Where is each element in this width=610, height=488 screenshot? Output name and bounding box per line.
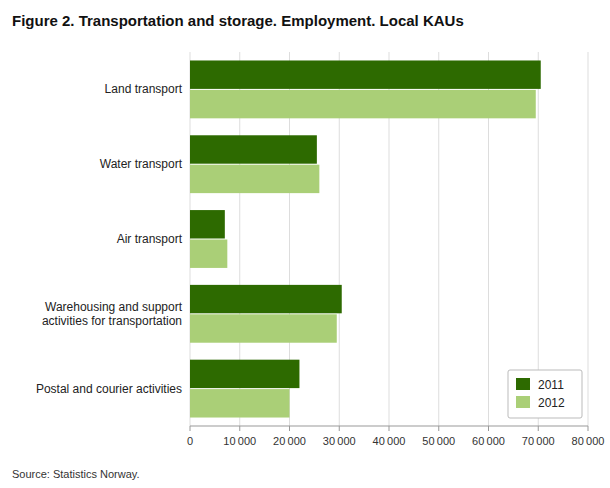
axis-line bbox=[190, 426, 588, 427]
category-label-line: Air transport bbox=[117, 232, 183, 246]
legend: 2011 2012 bbox=[508, 370, 582, 418]
bars bbox=[190, 60, 541, 417]
category-label-line: Water transport bbox=[100, 157, 183, 171]
tick-mark bbox=[289, 426, 290, 431]
tick-mark bbox=[438, 426, 439, 431]
legend-swatch bbox=[516, 396, 530, 408]
tick-label: 0 bbox=[187, 435, 193, 447]
category-label-line: Land transport bbox=[105, 82, 183, 96]
bar bbox=[190, 314, 337, 342]
bar bbox=[190, 389, 290, 417]
tick-label: 70 000 bbox=[522, 435, 555, 447]
tick-label: 20 000 bbox=[273, 435, 306, 447]
category-label-line: Warehousing and support bbox=[45, 300, 183, 314]
category-label: Land transport bbox=[105, 82, 183, 96]
tick-mark bbox=[588, 426, 589, 431]
bar bbox=[190, 210, 225, 238]
tick-label: 10 000 bbox=[223, 435, 256, 447]
background bbox=[0, 0, 610, 488]
legend-label: 2011 bbox=[538, 378, 564, 392]
grid-line bbox=[588, 52, 589, 426]
tick-mark bbox=[190, 426, 191, 431]
category-label-line: activities for transportation bbox=[42, 314, 182, 328]
y-axis: Land transport Water transport Air transpo… bbox=[36, 82, 183, 395]
category-label: Warehousing and supportactivities for tr… bbox=[42, 300, 183, 328]
category-label: Water transport bbox=[100, 157, 183, 171]
category-label: Postal and courier activities bbox=[36, 382, 182, 396]
legend-box bbox=[508, 370, 582, 418]
tick-mark bbox=[239, 426, 240, 431]
tick-label: 80 000 bbox=[572, 435, 605, 447]
tick-label: 40 000 bbox=[373, 435, 406, 447]
bar bbox=[190, 90, 536, 118]
legend-swatch bbox=[516, 378, 530, 390]
bar bbox=[190, 135, 317, 163]
bar bbox=[190, 165, 319, 193]
bar bbox=[190, 360, 299, 388]
tick-label: 50 000 bbox=[422, 435, 455, 447]
tick-mark bbox=[488, 426, 489, 431]
bar bbox=[190, 60, 541, 88]
tick-label: 30 000 bbox=[323, 435, 356, 447]
tick-mark bbox=[339, 426, 340, 431]
x-axis: 0 10 000 20 000 30 000 40 000 50 000 60 000 70 … bbox=[187, 52, 604, 447]
tick-mark bbox=[538, 426, 539, 431]
legend-label: 2012 bbox=[538, 396, 565, 410]
tick-label: 60 000 bbox=[472, 435, 505, 447]
annotation: Source: Statistics Norway. bbox=[12, 468, 140, 480]
bar bbox=[190, 285, 342, 313]
tick-mark bbox=[389, 426, 390, 431]
title: Figure 2. Transportation and storage. Em… bbox=[12, 12, 464, 29]
category-label-line: Postal and courier activities bbox=[36, 382, 182, 396]
category-label: Air transport bbox=[117, 232, 183, 246]
chart: Figure 2. Transportation and storage. Em… bbox=[0, 0, 610, 488]
bar bbox=[190, 240, 227, 268]
